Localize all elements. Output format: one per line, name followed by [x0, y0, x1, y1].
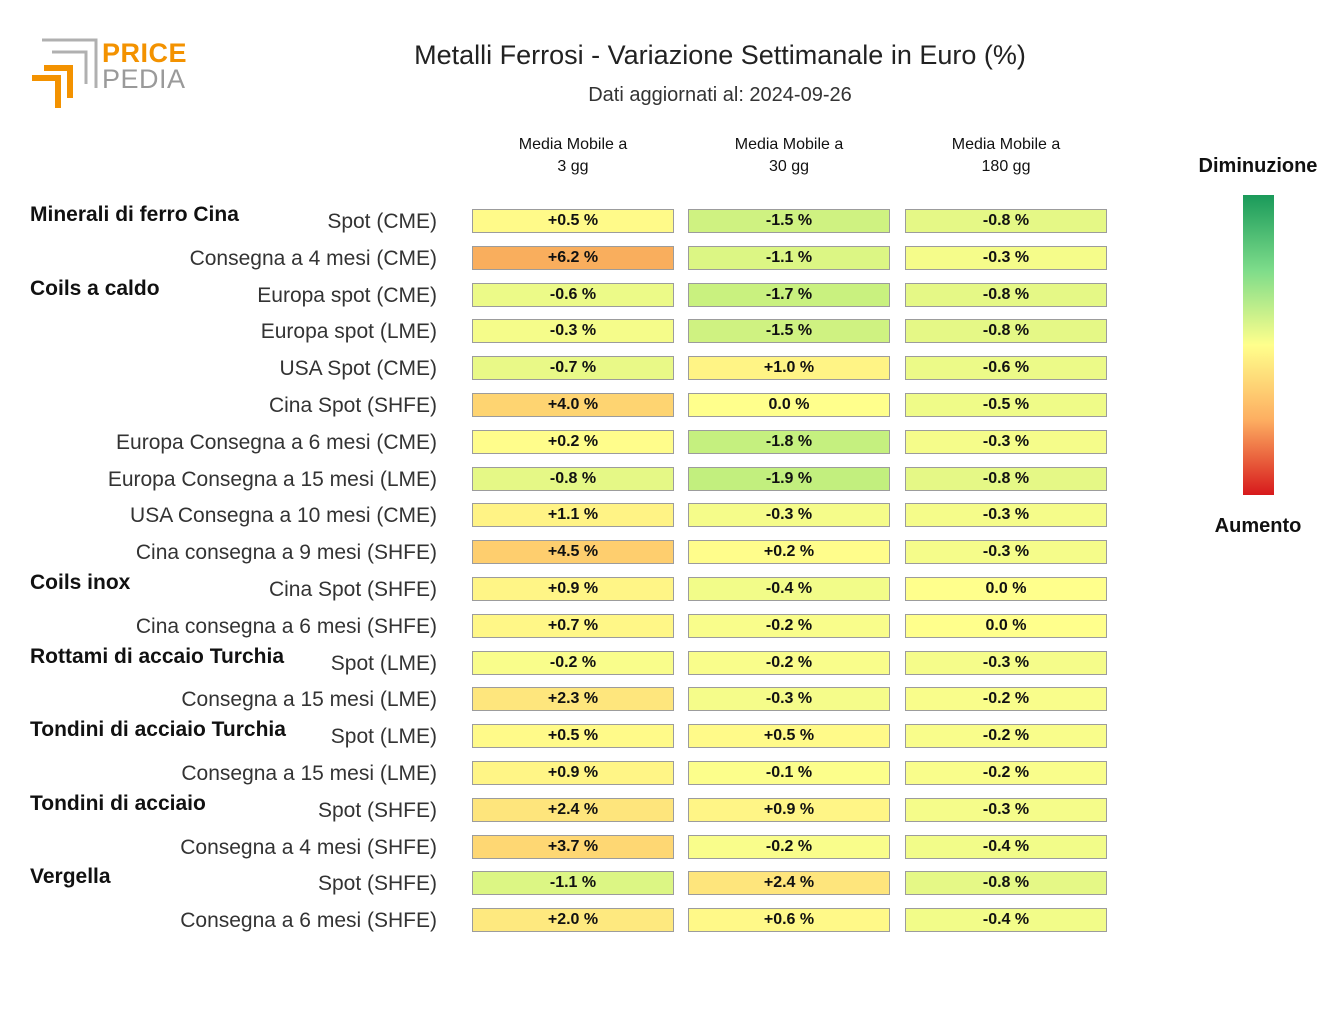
value-cell: -0.4 % — [905, 908, 1107, 933]
value-cell: -0.8 % — [905, 319, 1107, 344]
column-header-1: Media Mobile a 3 gg — [518, 136, 628, 175]
value-cell: +0.9 % — [688, 797, 890, 822]
value-cell: +3.7 % — [472, 834, 674, 859]
value-cell: -0.2 % — [688, 613, 890, 638]
row-label: Cina Spot (SHFE) — [268, 578, 437, 601]
row-label: Europa Consegna a 15 mesi (LME) — [107, 467, 437, 491]
value-cell: -1.7 % — [688, 282, 890, 307]
value-cell: -1.8 % — [688, 429, 890, 454]
group-label: Tondini di acciaio Turchia — [30, 718, 286, 742]
group-label: Tondini di acciaio — [30, 791, 206, 815]
value-cell: -0.8 % — [905, 282, 1107, 307]
value-cell: -1.9 % — [688, 466, 890, 491]
value-cell: -0.2 % — [472, 650, 674, 675]
value-cell: +2.4 % — [472, 797, 674, 822]
row-label: Spot (CME) — [327, 210, 437, 233]
value-cell: -0.8 % — [905, 871, 1107, 896]
row-label: Spot (LME) — [330, 725, 437, 749]
value-cell: -0.4 % — [905, 834, 1107, 859]
value-cell: +0.7 % — [472, 613, 674, 638]
row-label: Consegna a 15 mesi (LME) — [181, 688, 437, 712]
group-label: Rottami di accaio Turchia — [30, 644, 284, 668]
value-cell: -0.1 % — [688, 761, 890, 785]
value-cell: -0.3 % — [688, 687, 890, 712]
value-cell: +4.5 % — [472, 540, 674, 565]
value-cell: -0.2 % — [905, 761, 1107, 785]
logo-text-pedia: PEDIA — [102, 64, 186, 94]
value-cell: +0.2 % — [688, 540, 890, 565]
value-cell: +0.5 % — [472, 209, 674, 233]
value-cell: -0.7 % — [472, 356, 674, 381]
value-cell: -0.3 % — [472, 319, 674, 344]
group-label: Vergella — [30, 865, 111, 889]
legend-bottom-label: Aumento — [1214, 515, 1302, 537]
value-cell: +0.9 % — [472, 577, 674, 601]
row-label: Consegna a 4 mesi (SHFE) — [180, 835, 437, 859]
value-cell: -0.8 % — [472, 466, 674, 491]
row-label: Consegna a 15 mesi (LME) — [181, 762, 437, 785]
row-label: Consegna a 6 mesi (SHFE) — [180, 909, 437, 933]
value-cell: +0.9 % — [472, 761, 674, 785]
value-cell: -0.2 % — [688, 650, 890, 675]
row-label: Spot (LME) — [330, 651, 437, 675]
value-cell: -0.3 % — [905, 797, 1107, 822]
value-cell: +2.3 % — [472, 687, 674, 712]
value-cell: -0.3 % — [905, 503, 1107, 528]
column-header-2: Media Mobile a 30 gg — [734, 136, 844, 175]
row-label: USA Spot (CME) — [279, 357, 437, 381]
value-cell: +0.2 % — [472, 429, 674, 454]
row-label: Cina consegna a 9 mesi (SHFE) — [135, 541, 437, 565]
value-cell: -0.8 % — [905, 466, 1107, 491]
value-cell: 0.0 % — [905, 613, 1107, 638]
value-cell: -0.3 % — [905, 245, 1107, 270]
value-cell: +0.5 % — [688, 724, 890, 749]
logo-mark-icon — [32, 38, 98, 108]
pricepedia-logo: PRICE PEDIA — [30, 36, 190, 111]
value-cell: -0.6 % — [472, 282, 674, 307]
value-cell: -1.5 % — [688, 209, 890, 233]
value-cell: -0.5 % — [905, 393, 1107, 417]
value-cell: -0.3 % — [905, 429, 1107, 454]
value-cell: -0.2 % — [905, 687, 1107, 712]
row-label: Cina consegna a 6 mesi (SHFE) — [135, 614, 437, 638]
value-cell: -0.8 % — [905, 209, 1107, 233]
row-label: USA Consegna a 10 mesi (CME) — [130, 504, 437, 528]
row-label: Cina Spot (SHFE) — [268, 394, 437, 417]
value-cell: +0.5 % — [472, 724, 674, 749]
row-label: Europa spot (CME) — [257, 283, 437, 307]
row-label: Europa Consegna a 6 mesi (CME) — [116, 430, 437, 454]
value-cell: +2.0 % — [472, 908, 674, 933]
value-cell: -1.1 % — [688, 245, 890, 270]
row-label: Europa spot (LME) — [260, 320, 437, 344]
value-cell: -0.6 % — [905, 356, 1107, 381]
value-cell: -0.3 % — [688, 503, 890, 528]
group-label: Coils a caldo — [30, 276, 160, 300]
group-label: Coils inox — [30, 571, 131, 594]
value-cell: +4.0 % — [472, 393, 674, 417]
value-cell: +2.4 % — [688, 871, 890, 896]
value-cell: -0.2 % — [688, 834, 890, 859]
legend-color-bar — [1243, 195, 1274, 495]
value-cell: -0.4 % — [688, 577, 890, 601]
value-cell: -0.2 % — [905, 724, 1107, 749]
value-cell: +1.1 % — [472, 503, 674, 528]
row-label: Spot (SHFE) — [317, 872, 437, 896]
value-cell: -1.1 % — [472, 871, 674, 896]
group-label: Minerali di ferro Cina — [30, 203, 239, 226]
value-cell: 0.0 % — [905, 577, 1107, 601]
chart-title: Metalli Ferrosi - Variazione Settimanale… — [414, 40, 1026, 70]
value-cell: +1.0 % — [688, 356, 890, 381]
row-label: Spot (SHFE) — [317, 798, 437, 822]
value-cell: -0.3 % — [905, 540, 1107, 565]
row-label: Consegna a 4 mesi (CME) — [189, 246, 437, 270]
value-cell: -1.5 % — [688, 319, 890, 344]
chart-subtitle: Dati aggiornati al: 2024-09-26 — [588, 84, 852, 106]
value-cell: +0.6 % — [688, 908, 890, 933]
value-cell: 0.0 % — [688, 393, 890, 417]
value-cell: -0.3 % — [905, 650, 1107, 675]
column-header-3: Media Mobile a 180 gg — [951, 136, 1061, 175]
value-cell: +6.2 % — [472, 245, 674, 270]
logo-text-price: PRICE — [102, 38, 188, 68]
legend-top-label: Diminuzione — [1198, 155, 1318, 177]
